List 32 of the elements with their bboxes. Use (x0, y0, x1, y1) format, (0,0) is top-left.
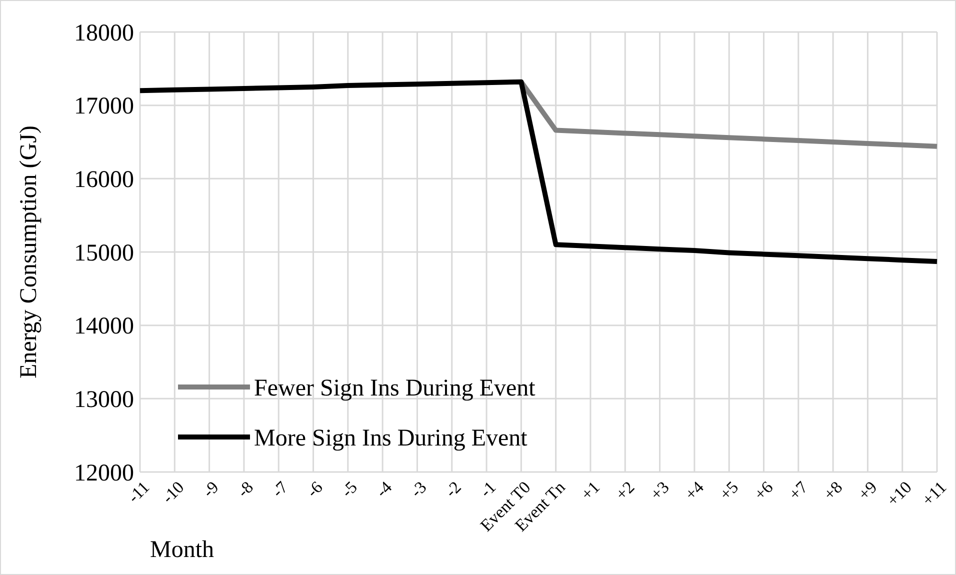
y-tick-label: 17000 (74, 94, 134, 120)
x-tick-label: -8 (234, 478, 257, 502)
x-tick-label: -10 (158, 478, 188, 508)
x-tick-label: -5 (337, 478, 361, 502)
y-axis-title: Energy Consumption (GJ) (16, 126, 42, 378)
legend-label: Fewer Sign Ins During Event (254, 375, 536, 402)
x-tick-label: -4 (372, 477, 396, 502)
y-tick-label: 15000 (74, 240, 134, 266)
x-tick-label: +3 (646, 478, 673, 504)
x-tick-label: +10 (883, 478, 916, 510)
x-tick-label: -1 (476, 478, 500, 502)
x-tick-label: +8 (820, 478, 846, 504)
x-tick-label: +7 (785, 477, 812, 504)
legend-label: More Sign Ins During Event (254, 425, 528, 452)
x-tick-label: +5 (716, 478, 742, 504)
x-tick-label: -3 (406, 478, 430, 502)
y-tick-label: 18000 (74, 20, 134, 46)
x-tick-label: +9 (854, 478, 881, 504)
x-tick-label: +6 (750, 478, 777, 504)
x-tick-label: +11 (918, 478, 950, 510)
x-tick-label: +1 (577, 478, 604, 504)
x-axis-title: Month (150, 537, 214, 563)
x-tick-label: +2 (612, 478, 638, 504)
x-tick-label: -9 (198, 478, 222, 502)
y-tick-label: 12000 (74, 460, 134, 486)
y-tick-label: 16000 (74, 167, 134, 194)
x-tick-label: -6 (302, 478, 326, 502)
x-tick-label: -7 (268, 477, 292, 502)
y-tick-label: 13000 (74, 387, 134, 414)
x-tick-label: +4 (681, 477, 708, 504)
x-tick-label: -2 (441, 478, 465, 502)
y-tick-label: 14000 (74, 314, 134, 340)
